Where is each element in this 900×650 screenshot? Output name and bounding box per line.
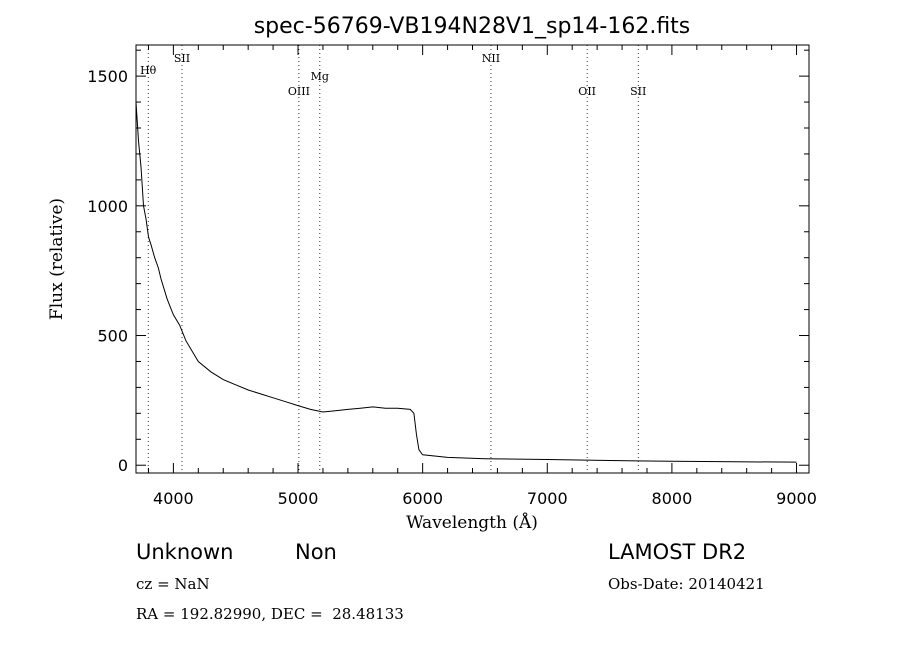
obs-date-label: Obs-Date: 20140421 [608,575,765,593]
x-tick-label: 6000 [402,489,443,508]
x-tick-label: 8000 [652,489,693,508]
line-marker-label: Mg [311,70,329,83]
axis-ticks [136,45,809,473]
x-tick-label: 5000 [278,489,319,508]
line-marker-label: NII [482,52,500,65]
x-tick-label: 7000 [527,489,568,508]
line-marker-label: OIII [288,85,310,98]
x-tick-label: 4000 [153,489,194,508]
y-tick-label: 500 [97,327,128,346]
class-label: Unknown [136,540,233,564]
spectrum-series-line [135,102,797,463]
y-tick-label: 1000 [87,197,128,216]
line-marker-label: SII [174,52,190,65]
survey-label: LAMOST DR2 [608,540,746,564]
line-marker-label: SII [630,85,646,98]
coords-label: RA = 192.82990, DEC = 28.48133 [136,605,404,623]
cz-label: cz = NaN [136,575,210,593]
line-marker-label: Hθ [140,64,157,77]
subclass-label: Non [295,540,337,564]
line-marker-label: OII [578,85,596,98]
y-axis-label: Flux (relative) [47,198,67,320]
axis-tick-labels: 4000 5000 6000 7000 8000 9000 0 500 1000 1500 [87,67,817,508]
y-tick-label: 1500 [87,67,128,86]
x-axis-label: Wavelength (Å) [406,512,538,533]
x-tick-label: 9000 [776,489,817,508]
chart-title: spec-56769-VB194N28V1_sp14-162.fits [254,14,691,39]
plot-frame [135,44,810,474]
y-tick-label: 0 [118,456,128,475]
